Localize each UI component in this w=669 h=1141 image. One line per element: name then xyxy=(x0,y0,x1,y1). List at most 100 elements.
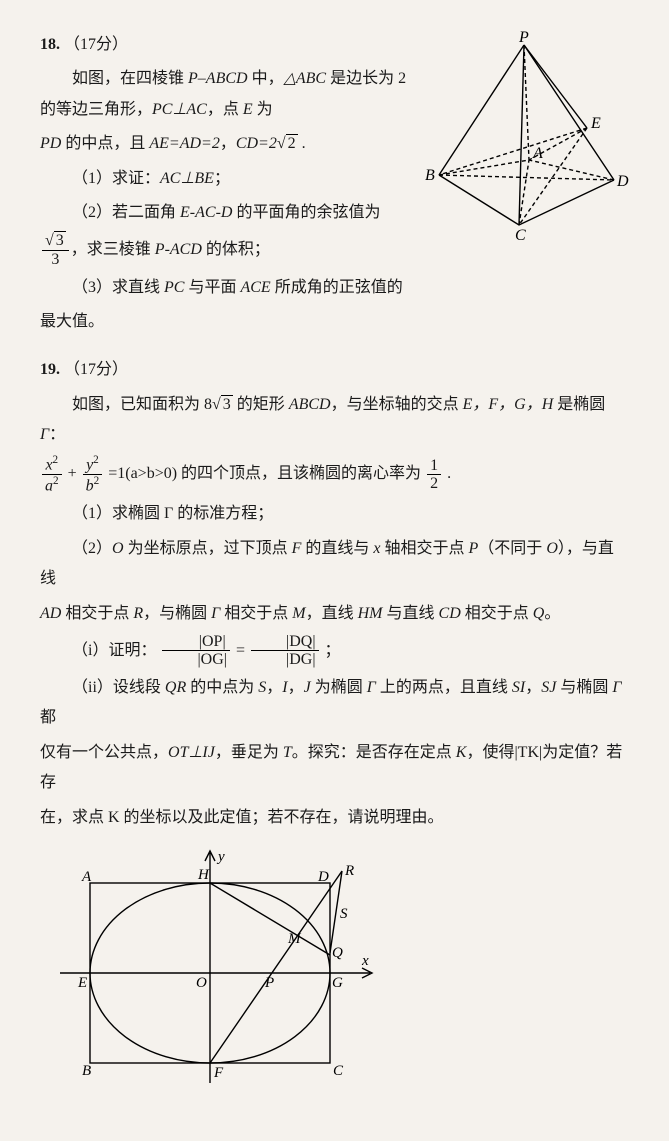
t: ，求三棱锥 xyxy=(71,241,155,258)
den: |OG| xyxy=(162,651,230,669)
t: 相交于点 xyxy=(461,605,533,622)
num: 1 xyxy=(427,457,441,476)
q18-points: （17分） xyxy=(64,36,128,53)
label-b: B xyxy=(82,1063,91,1079)
pd: PD xyxy=(40,135,61,152)
q18-header: 18. （17分） xyxy=(40,30,419,60)
label-r: R xyxy=(344,863,354,879)
t: （ii）设线段 xyxy=(72,679,165,696)
SJ: SJ xyxy=(541,679,556,696)
t: ； xyxy=(214,170,230,187)
q18-figure: P B C D E A xyxy=(419,30,629,240)
t: ， xyxy=(525,679,541,696)
problem-18-row: 18. （17分） 如图，在四棱锥 P–ABCD 中，△ABC 是边长为 2 的… xyxy=(40,30,629,307)
pacd: P-ACD xyxy=(155,241,202,258)
q19-proof: （i）证明： |OP| |OG| = |DQ| |DG| ； xyxy=(40,633,629,669)
t: 。 xyxy=(544,605,560,622)
label-c: C xyxy=(333,1063,344,1079)
q19-figure-wrap: A B C D E F G H O P M Q R S x y xyxy=(40,843,629,1093)
t: 如图，在四棱锥 xyxy=(72,70,188,87)
R: R xyxy=(133,605,143,622)
sqrt3: 3 xyxy=(221,395,233,413)
t: ，与椭圆 xyxy=(143,605,211,622)
eq: = xyxy=(236,642,245,659)
t: （不同于 xyxy=(478,540,546,557)
O: O xyxy=(112,540,124,557)
t: 的平面角的余弦值为 xyxy=(232,204,380,221)
edge-pe xyxy=(524,45,587,128)
dihedral: E-AC-D xyxy=(180,204,232,221)
label-s: S xyxy=(340,906,348,922)
part2-label: （2）若二面角 xyxy=(72,204,180,221)
t: ，点 xyxy=(207,101,243,118)
Q: Q xyxy=(533,605,545,622)
t: 的中点，且 xyxy=(61,135,149,152)
t: ，与坐标轴的交点 xyxy=(331,396,463,413)
part1-label: （1）求证： xyxy=(72,170,160,187)
label-a: A xyxy=(532,145,543,162)
label-e: E xyxy=(77,975,87,991)
line-fr xyxy=(210,871,342,1063)
t: 与椭圆 xyxy=(556,679,612,696)
q19-number: 19. xyxy=(40,361,60,378)
CD: CD xyxy=(439,605,461,622)
num: |OP| xyxy=(162,633,230,652)
label-g: G xyxy=(332,975,343,991)
t: 的矩形 xyxy=(233,396,289,413)
gamma: Γ xyxy=(40,426,49,443)
t: 的中点为 xyxy=(186,679,258,696)
t: 相交于点 xyxy=(61,605,133,622)
t: （2） xyxy=(72,540,112,557)
q19-part-ii-l2: 仅有一个公共点，OT⊥IJ，垂足为 T。探究：是否存在定点 K，使得|TK|为定… xyxy=(40,738,629,799)
label-b: B xyxy=(425,167,435,184)
q18-figure-col: P B C D E A xyxy=(419,30,629,240)
frac-op-og: |OP| |OG| xyxy=(162,633,230,669)
t: ，使得 xyxy=(466,744,514,761)
edge-pa xyxy=(524,45,529,160)
q19-figure: A B C D E F G H O P M Q R S x y xyxy=(40,843,380,1093)
t: 相交于点 xyxy=(220,605,292,622)
t: 如图，已知面积为 xyxy=(72,396,204,413)
ae-ad: AE=AD=2 xyxy=(149,135,219,152)
t: 所成角的正弦值的 xyxy=(271,279,403,296)
frac-dq-dg: |DQ| |DG| xyxy=(251,633,319,669)
g2: Γ xyxy=(211,605,220,622)
T: T xyxy=(283,744,292,761)
t: 为 xyxy=(253,101,273,118)
proof-label: （i）证明： xyxy=(72,642,156,659)
problem-18: 18. （17分） 如图，在四棱锥 P–ABCD 中，△ABC 是边长为 2 的… xyxy=(40,30,629,337)
t: ， xyxy=(266,679,282,696)
efgh: E，F，G，H xyxy=(463,396,554,413)
q19-part2-l1: （2）O 为坐标原点，过下顶点 F 的直线与 x 轴相交于点 P（不同于 O），… xyxy=(40,534,629,595)
t: ，直线 xyxy=(306,605,358,622)
part1-math: AC⊥BE xyxy=(160,170,214,187)
num: |DQ| xyxy=(251,633,319,652)
t: ，垂足为 xyxy=(215,744,283,761)
QR: QR xyxy=(165,679,186,696)
q19-part1: （1）求椭圆 Γ 的标准方程； xyxy=(40,499,629,529)
edge-bcd xyxy=(439,175,614,225)
K: K xyxy=(456,744,467,761)
edge-da xyxy=(529,160,614,180)
label-p: P xyxy=(518,30,529,46)
O2: O xyxy=(546,540,558,557)
cd-expr: CD=2√2 xyxy=(236,134,298,152)
den: a2 xyxy=(42,475,62,495)
label-x: x xyxy=(361,953,369,969)
g3: Γ xyxy=(367,679,376,696)
q18-part1: （1）求证：AC⊥BE； xyxy=(40,164,419,194)
num: √3 xyxy=(42,232,69,251)
frac-half: 12 xyxy=(427,457,441,493)
J: J xyxy=(304,679,311,696)
label-p: P xyxy=(264,975,274,991)
label-a: A xyxy=(81,869,92,885)
t: 。探究：是否存在定点 xyxy=(292,744,456,761)
t: ： xyxy=(49,426,65,443)
q18-part2b: √3 3 ，求三棱锥 P-ACD 的体积； xyxy=(40,232,419,268)
label-h: H xyxy=(197,867,210,883)
t: ， xyxy=(288,679,304,696)
t: 为坐标原点，过下顶点 xyxy=(124,540,292,557)
t: 为椭圆 xyxy=(311,679,367,696)
TK: |TK| xyxy=(514,744,542,761)
edge-ec xyxy=(519,128,587,225)
